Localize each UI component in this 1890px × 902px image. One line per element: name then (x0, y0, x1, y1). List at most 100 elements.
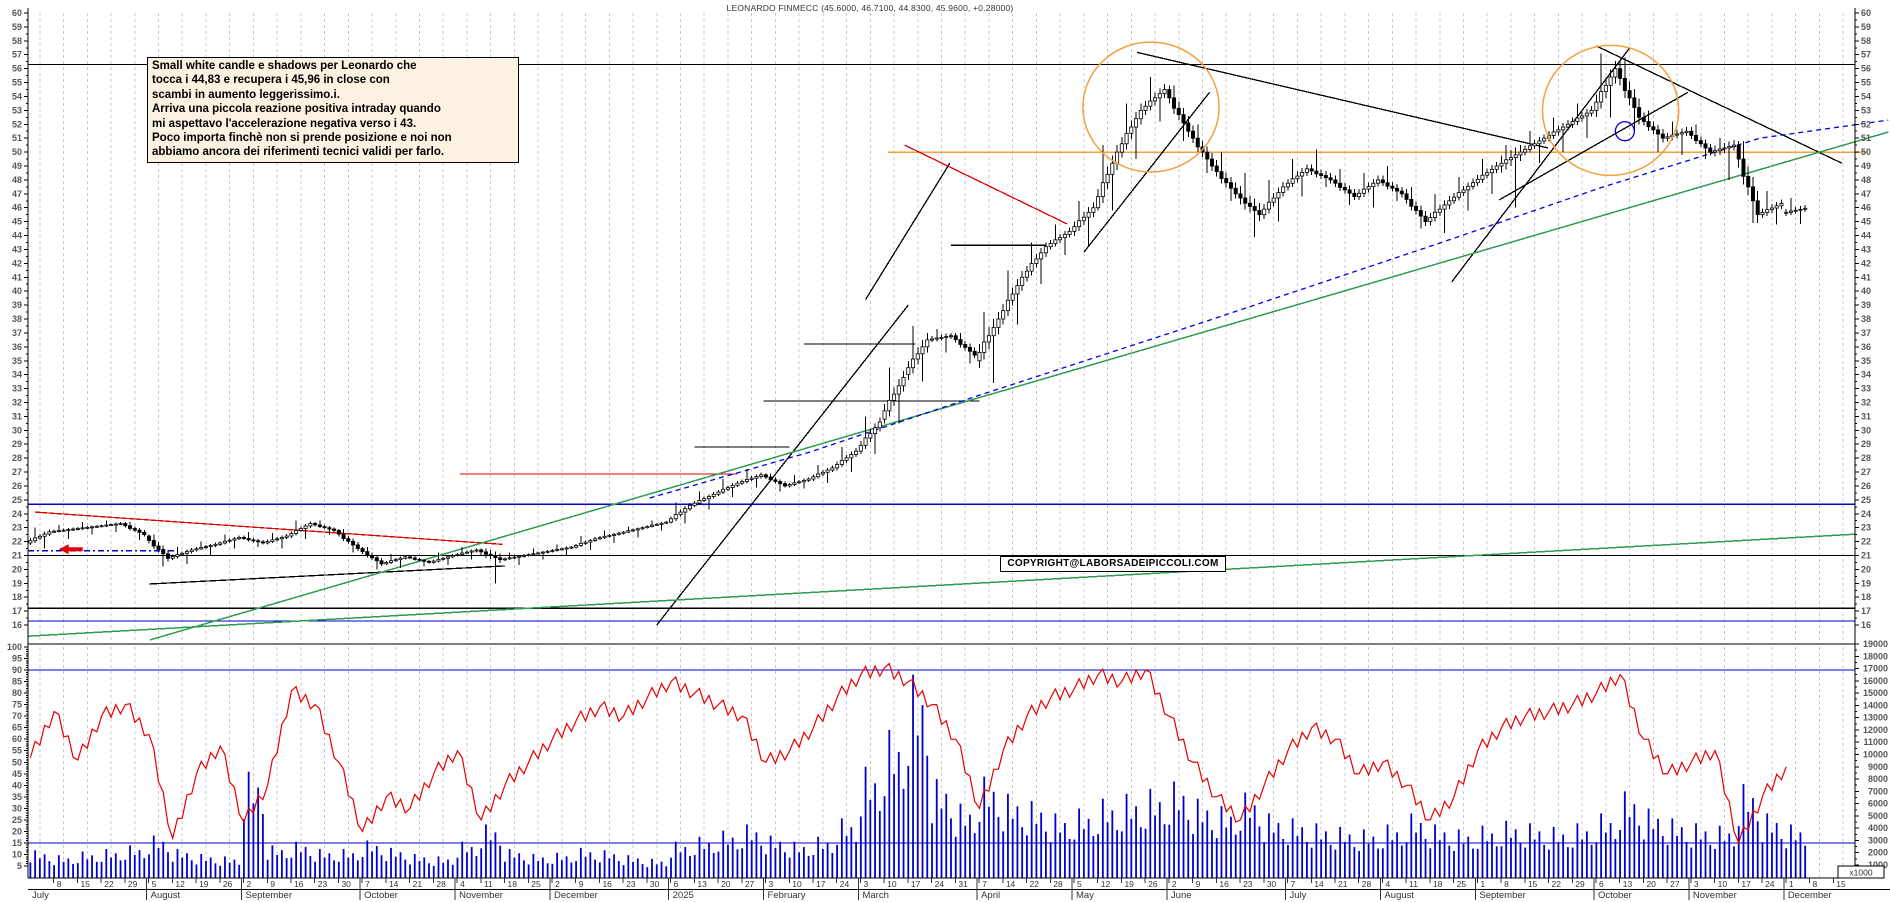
svg-text:6: 6 (674, 879, 679, 889)
svg-text:23: 23 (1861, 523, 1871, 533)
svg-text:18: 18 (12, 592, 22, 602)
svg-text:29: 29 (128, 879, 138, 889)
svg-text:21: 21 (413, 879, 423, 889)
svg-text:3: 3 (1694, 879, 1699, 889)
svg-text:13000: 13000 (1863, 713, 1888, 723)
svg-text:22: 22 (104, 879, 114, 889)
svg-text:55: 55 (12, 78, 22, 88)
svg-text:5: 5 (17, 861, 22, 871)
svg-text:52: 52 (12, 119, 22, 129)
volume-bars-layer (29, 674, 1807, 878)
svg-text:36: 36 (1861, 342, 1871, 352)
svg-text:45: 45 (12, 217, 22, 227)
svg-text:8000: 8000 (1868, 774, 1888, 784)
red-left-arrow (58, 544, 83, 555)
svg-text:75: 75 (12, 700, 22, 710)
note-line: Small white candle e shadows per Leonard… (152, 60, 417, 72)
svg-text:3: 3 (769, 879, 774, 889)
svg-text:4: 4 (1385, 879, 1390, 889)
svg-text:49: 49 (1861, 161, 1871, 171)
svg-text:21: 21 (1338, 879, 1348, 889)
svg-text:40: 40 (12, 780, 22, 790)
svg-text:20: 20 (12, 564, 22, 574)
svg-text:46: 46 (1861, 203, 1871, 213)
svg-text:15: 15 (80, 879, 90, 889)
svg-text:38: 38 (12, 314, 22, 324)
svg-text:24: 24 (12, 509, 22, 519)
svg-text:70: 70 (12, 711, 22, 721)
svg-text:20: 20 (12, 826, 22, 836)
blue-small-circle (1614, 121, 1635, 142)
svg-text:15: 15 (1528, 879, 1538, 889)
svg-text:100: 100 (7, 642, 22, 652)
svg-text:54: 54 (12, 91, 22, 101)
svg-text:17000: 17000 (1863, 664, 1888, 674)
svg-text:44: 44 (1861, 231, 1871, 241)
svg-text:19000: 19000 (1863, 639, 1888, 649)
svg-text:22: 22 (1030, 879, 1040, 889)
svg-text:30: 30 (1861, 425, 1871, 435)
svg-text:28: 28 (1861, 453, 1871, 463)
svg-text:47: 47 (12, 189, 22, 199)
svg-text:54: 54 (1861, 91, 1871, 101)
svg-text:14: 14 (1314, 879, 1324, 889)
svg-text:57: 57 (12, 50, 22, 60)
svg-text:36: 36 (12, 342, 22, 352)
svg-text:10000: 10000 (1863, 750, 1888, 760)
svg-text:9: 9 (579, 879, 584, 889)
svg-text:10: 10 (12, 849, 22, 859)
svg-text:2025: 2025 (673, 890, 694, 901)
svg-text:60: 60 (12, 734, 22, 744)
svg-text:7: 7 (982, 879, 987, 889)
svg-text:September: September (1479, 890, 1525, 901)
svg-text:18: 18 (1861, 592, 1871, 602)
svg-text:16: 16 (294, 879, 304, 889)
svg-text:23: 23 (12, 523, 22, 533)
note-line: mi aspettavo l'accelerazione negativa ve… (152, 117, 417, 130)
copyright-badge: COPYRIGHT@LABORSADEIPICCOLI.COM (1000, 556, 1226, 572)
svg-text:October: October (1598, 890, 1632, 901)
svg-text:12: 12 (1101, 879, 1111, 889)
candles-layer (28, 53, 1808, 584)
svg-text:20: 20 (721, 879, 731, 889)
svg-text:35: 35 (12, 792, 22, 802)
svg-text:17: 17 (816, 879, 826, 889)
svg-text:December: December (1788, 890, 1832, 901)
svg-text:41: 41 (1861, 272, 1871, 282)
svg-text:24: 24 (1861, 509, 1871, 519)
svg-text:11000: 11000 (1863, 737, 1888, 747)
svg-text:40: 40 (12, 286, 22, 296)
svg-text:September: September (246, 890, 292, 901)
svg-text:5: 5 (152, 879, 157, 889)
svg-text:49: 49 (12, 161, 22, 171)
svg-text:26: 26 (1861, 481, 1871, 491)
svg-text:2: 2 (1172, 879, 1177, 889)
svg-text:26: 26 (223, 879, 233, 889)
svg-text:31: 31 (958, 879, 968, 889)
svg-text:28: 28 (1053, 879, 1063, 889)
svg-text:November: November (1693, 890, 1737, 901)
svg-text:20: 20 (1861, 564, 1871, 574)
analyst-note-box: Small white candle e shadows per Leonard… (147, 57, 519, 163)
svg-text:13: 13 (697, 879, 707, 889)
svg-text:April: April (981, 890, 1000, 901)
svg-text:50: 50 (1861, 147, 1871, 157)
grid-layer (39, 13, 1844, 877)
svg-text:6: 6 (1599, 879, 1604, 889)
svg-text:6000: 6000 (1868, 799, 1888, 809)
svg-text:November: November (459, 890, 503, 901)
svg-text:18: 18 (1433, 879, 1443, 889)
svg-text:33: 33 (1861, 384, 1871, 394)
svg-text:43: 43 (12, 244, 22, 254)
svg-text:39: 39 (1861, 300, 1871, 310)
svg-text:12000: 12000 (1863, 725, 1888, 735)
svg-text:15: 15 (12, 838, 22, 848)
svg-text:4000: 4000 (1868, 823, 1888, 833)
svg-text:48: 48 (12, 175, 22, 185)
note-line: abbiamo ancora dei riferimenti tecnici v… (152, 146, 445, 159)
svg-text:46: 46 (12, 203, 22, 213)
svg-text:7: 7 (365, 879, 370, 889)
svg-text:41: 41 (12, 272, 22, 282)
